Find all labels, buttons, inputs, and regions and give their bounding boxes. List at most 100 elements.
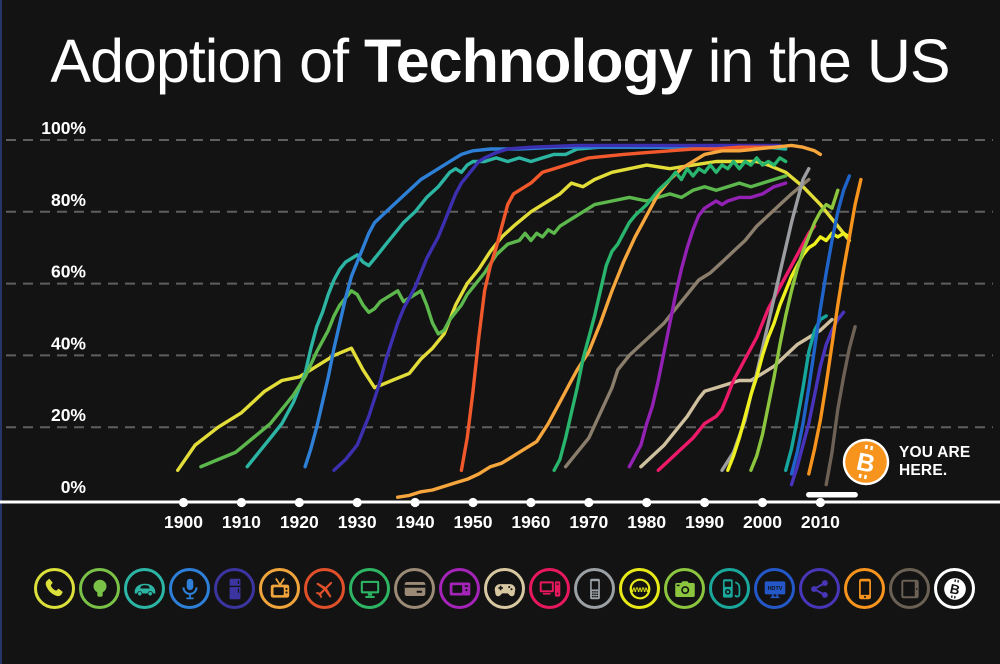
svg-text:B: B (948, 581, 961, 598)
title-bold: Technology (363, 27, 693, 95)
telephone-icon (45, 578, 63, 596)
tablet-line (824, 325, 857, 487)
icon-cellphone (574, 568, 615, 609)
x-axis-label-1950: 1950 (454, 512, 493, 532)
refrigerator-icon (229, 578, 240, 599)
x-axis-label-1940: 1940 (396, 512, 435, 532)
smartphone-line (807, 177, 863, 476)
x-axis-label-1920: 1920 (280, 512, 319, 532)
you-are-here-label: YOU ARE HERE. (899, 444, 970, 480)
bitcoin-coin-icon: B (842, 438, 890, 486)
decade-dot-1920 (294, 497, 304, 508)
page-title: Adoption of Technology in the US (0, 26, 1000, 96)
air-travel-line (396, 143, 823, 499)
x-axis-label-1910: 1910 (222, 512, 261, 532)
color-tv-line (552, 156, 788, 472)
hdtv-icon: HDTV (764, 580, 785, 598)
tablet-icon (900, 579, 919, 598)
y-axis-label-0%: 0% (61, 477, 87, 497)
icon-radio (169, 568, 210, 609)
decade-dot-1900 (178, 497, 189, 508)
electricity-line (245, 145, 788, 469)
icon-internet: www (619, 568, 660, 609)
x-axis-label-2000: 2000 (743, 512, 782, 532)
cellphone-icon (589, 578, 600, 599)
icon-digital-camera (664, 568, 705, 609)
icon-hdtv: HDTV (754, 568, 795, 609)
x-axis-label-1900: 1900 (164, 512, 203, 532)
digital-camera-line (749, 188, 840, 472)
x-axis-label-1960: 1960 (511, 512, 550, 532)
microwave-icon (449, 582, 470, 595)
icon-video-games (484, 568, 525, 609)
y-axis-label-60%: 60% (51, 262, 86, 282)
icon-bitcoin: B (934, 568, 975, 609)
icon-computer (529, 568, 570, 609)
y-axis-label-100%: 100% (41, 118, 86, 138)
radio-icon (181, 578, 198, 599)
microwave-line (627, 181, 788, 469)
you-are-here-line1: YOU ARE (899, 444, 971, 462)
television-line (459, 145, 776, 472)
icon-smartphone (844, 568, 885, 609)
automobile-icon (134, 583, 155, 595)
decade-dot-1990 (700, 497, 710, 508)
icon-television (259, 568, 300, 609)
icon-credit-card (394, 568, 435, 609)
y-axis-label-20%: 20% (51, 405, 86, 425)
social-media-icon (810, 579, 828, 598)
decade-dot-1980 (642, 497, 652, 508)
x-axis-label-1980: 1980 (627, 512, 666, 532)
bitcoin-badge: B YOU ARE HERE. (842, 438, 970, 486)
radio-line (303, 145, 765, 469)
icon-social-media (799, 568, 840, 609)
icon-automobile (124, 568, 165, 609)
computer-line (656, 224, 817, 472)
decade-dot-1940 (410, 497, 420, 508)
title-post: in the US (691, 27, 951, 95)
decade-dot-1950 (468, 497, 478, 508)
mp3-player-icon (722, 578, 740, 598)
telephone-line (175, 159, 852, 472)
computer-icon (539, 580, 560, 597)
decade-dot-1970 (584, 497, 594, 508)
air-travel-icon (315, 581, 332, 598)
bitcoin-icon: B (943, 577, 966, 600)
y-axis-label-40%: 40% (51, 333, 86, 353)
internet-icon: www (629, 578, 650, 599)
smartphone-icon (858, 578, 871, 599)
decade-dot-2010 (815, 497, 826, 508)
electricity-icon (93, 579, 106, 597)
decade-dot-2000 (757, 497, 768, 508)
bitcoin-symbol: B (854, 448, 877, 479)
decade-dot-1960 (526, 497, 536, 508)
credit-card-line (563, 177, 811, 469)
hdtv-line (789, 174, 852, 476)
x-axis-label-1970: 1970 (569, 512, 608, 532)
icon-microwave (439, 568, 480, 609)
icon-tablet (889, 568, 930, 609)
icons-row: www HDTV B (34, 568, 975, 609)
refrigerator-line (332, 143, 782, 472)
x-axis-label-1990: 1990 (685, 512, 724, 532)
decade-dot-1910 (236, 497, 246, 508)
left-edge-line (0, 0, 2, 664)
credit-card-icon (404, 581, 425, 596)
color-tv-icon (360, 580, 379, 598)
y-axis-label-80%: 80% (51, 190, 86, 210)
decade-dot-1930 (352, 497, 362, 508)
svg-text:HDTV: HDTV (767, 586, 782, 592)
you-are-here-line2: HERE. (899, 462, 948, 479)
automobile-line (199, 174, 788, 469)
svg-text:www: www (629, 584, 649, 593)
video-games-icon (494, 583, 515, 596)
television-icon (270, 577, 289, 598)
icon-mp3-player (709, 568, 750, 609)
title-pre: Adoption of (50, 27, 364, 95)
x-axis-label-2010: 2010 (801, 512, 840, 532)
chart-svg: 100% 80% 60% 40% 20% 0% 1900 1910 1920 1930 1940 19… (0, 118, 1000, 532)
icon-color-tv (349, 568, 390, 609)
icon-air-travel (304, 568, 345, 609)
icon-telephone (34, 568, 75, 609)
